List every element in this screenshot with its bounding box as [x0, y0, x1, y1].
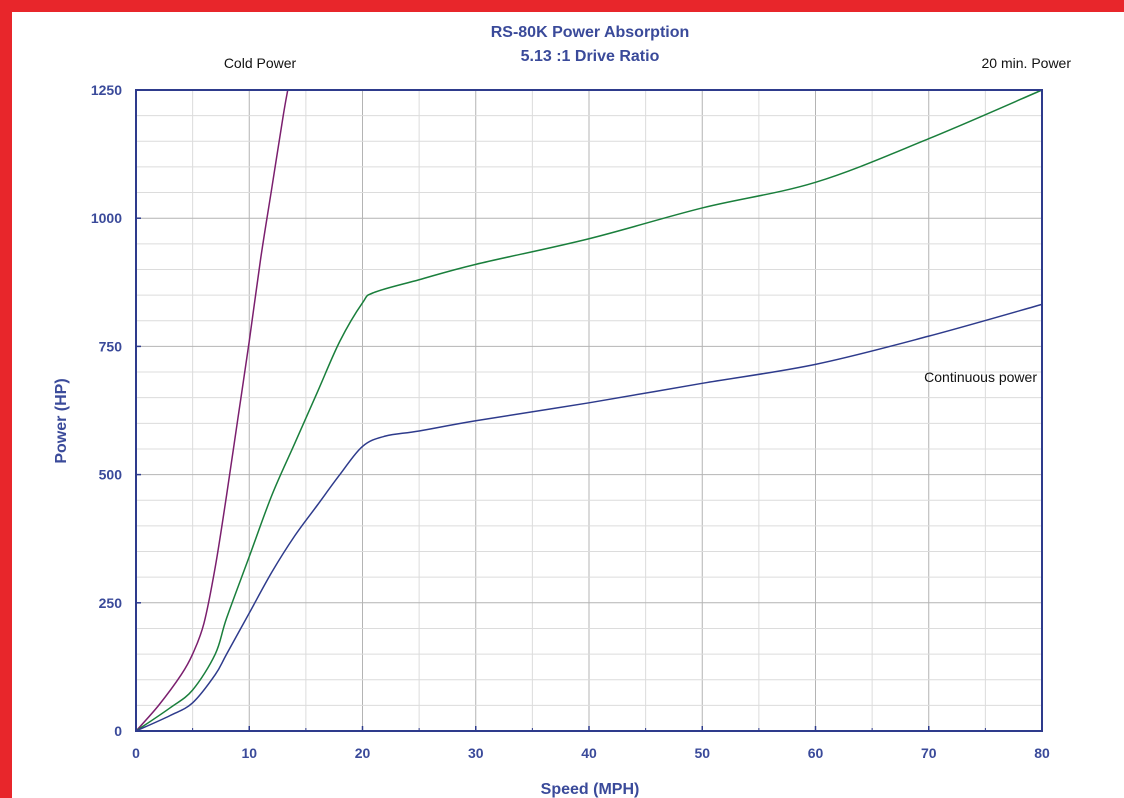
- tick-labels: 0 10 20 30 40 50 60 70 80 0 250 500 750 1000 1250: [91, 82, 1050, 761]
- y-axis-title: Power (HP): [53, 378, 70, 463]
- y-tick-label: 500: [99, 467, 123, 483]
- x-tick-label: 40: [581, 745, 597, 761]
- x-tick-label: 60: [808, 745, 824, 761]
- series-lines: [135, 89, 1043, 732]
- x-axis-title: Speed (MPH): [541, 781, 640, 798]
- x-tick-label: 10: [241, 745, 257, 761]
- y-tick-label: 0: [114, 723, 122, 739]
- x-tick-label: 20: [355, 745, 371, 761]
- x-tick-label: 70: [921, 745, 937, 761]
- series-line-continuous-power: [135, 303, 1043, 732]
- x-tick-label: 30: [468, 745, 484, 761]
- series-line-cold-power: [135, 89, 289, 732]
- x-tick-label: 80: [1034, 745, 1050, 761]
- y-tick-label: 1000: [91, 210, 122, 226]
- chart-frame: 0 10 20 30 40 50 60 70 80 0 250 500 750 1000 1250 RS-8…: [12, 12, 1124, 798]
- chart-title: RS-80K Power Absorption: [491, 24, 690, 41]
- y-tick-label: 1250: [91, 82, 122, 98]
- continuous-power-label: Continuous power: [924, 369, 1037, 385]
- chart-subtitle: 5.13 :1 Drive Ratio: [521, 48, 660, 65]
- twenty-min-power-label: 20 min. Power: [982, 55, 1072, 71]
- cold-power-label: Cold Power: [224, 55, 297, 71]
- series-line-20-min-power: [135, 89, 1043, 732]
- x-tick-label: 0: [132, 745, 140, 761]
- power-absorption-chart: 0 10 20 30 40 50 60 70 80 0 250 500 750 1000 1250 RS-8…: [53, 24, 1072, 798]
- y-tick-label: 250: [99, 595, 123, 611]
- x-tick-label: 50: [694, 745, 710, 761]
- y-tick-label: 750: [99, 338, 123, 354]
